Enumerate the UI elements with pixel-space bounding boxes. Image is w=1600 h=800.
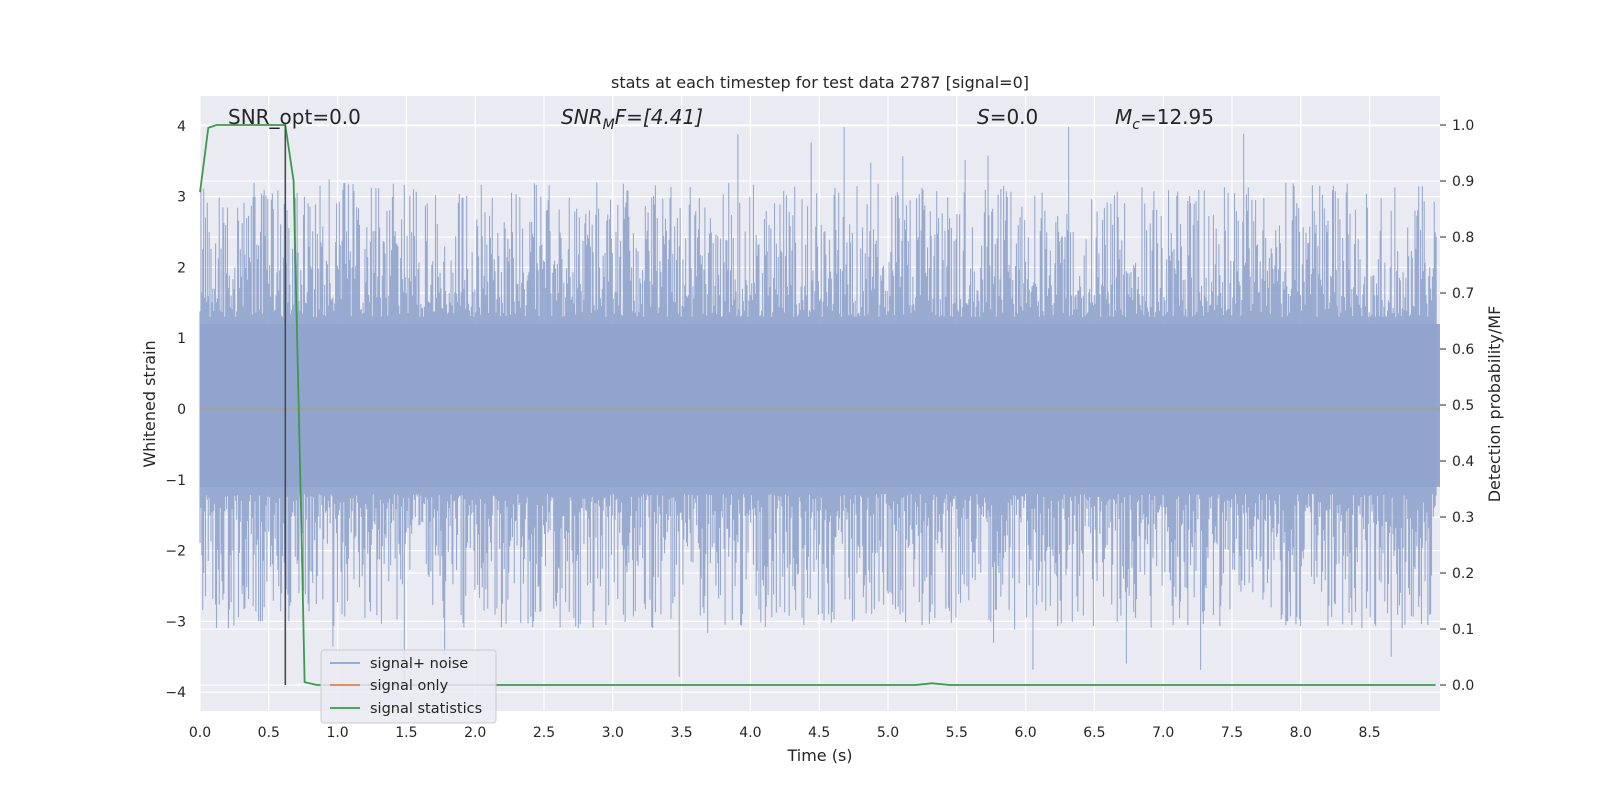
legend-label-signal-only: signal only <box>370 678 449 694</box>
mc-annotation: Mc=12.95 <box>1115 105 1214 133</box>
y2-tick-label: 0.0 <box>1452 678 1474 694</box>
y2-tick-label: 0.9 <box>1452 174 1474 190</box>
y-tick-label: −3 <box>165 614 186 630</box>
legend-label-statistics: signal statistics <box>370 701 482 717</box>
legend: signal+ noise signal only signal statist… <box>320 649 497 724</box>
x-tick-label: 2.0 <box>464 725 486 741</box>
y-axis-label: Whitened strain <box>140 340 159 467</box>
s-symbol: S <box>977 105 990 129</box>
y2-tick-label: 0.3 <box>1452 510 1474 526</box>
x-tick-label: 0.5 <box>258 725 280 741</box>
x-tick-label: 5.0 <box>877 725 899 741</box>
x-tick-label: 3.0 <box>602 725 624 741</box>
x-tick-label: 4.0 <box>739 725 761 741</box>
x-axis-label: Time (s) <box>786 746 852 765</box>
y2-tick-label: 0.4 <box>1452 454 1474 470</box>
legend-box <box>320 649 497 724</box>
x-tick-label: 8.5 <box>1358 725 1380 741</box>
x-tick-label: 6.5 <box>1083 725 1105 741</box>
y2-tick-label: 0.5 <box>1452 398 1474 414</box>
y2-tick-label: 0.8 <box>1452 230 1474 246</box>
x-tick-label: 7.5 <box>1221 725 1243 741</box>
noise-series <box>199 127 1440 680</box>
y-tick-label: 3 <box>177 190 186 206</box>
snr-mf-symbol: SNR <box>561 105 603 129</box>
y2-tick-label: 0.7 <box>1452 286 1474 302</box>
snr-mf-annotation: SNRMF=[4.41] <box>561 105 703 133</box>
x-tick-label: 3.5 <box>670 725 692 741</box>
y-tick-label: −4 <box>165 685 186 701</box>
y-tick-label: 2 <box>177 260 186 276</box>
snr-mf-rest: F=[4.41] <box>615 105 703 129</box>
y-tick-label: 0 <box>177 402 186 418</box>
y2-tick-label: 1.0 <box>1452 118 1474 134</box>
y-tick-label: −2 <box>165 544 186 560</box>
y2-tick-labels: 1.0 0.9 0.8 0.7 0.6 0.5 0.4 0.3 0.2 0.1 0.0 <box>1440 118 1474 694</box>
x-tick-label: 5.5 <box>946 725 968 741</box>
s-rest: =0.0 <box>990 105 1039 129</box>
x-tick-label: 2.5 <box>533 725 555 741</box>
chart-title: stats at each timestep for test data 278… <box>611 73 1029 92</box>
x-tick-label: 7.0 <box>1152 725 1174 741</box>
s-annotation: S=0.0 <box>977 105 1038 129</box>
x-tick-labels: 0.0 0.5 1.0 1.5 2.0 2.5 3.0 3.5 4.0 4.5 5.0 5.5 6.0 6… <box>189 725 1381 741</box>
x-tick-label: 4.5 <box>808 725 830 741</box>
x-tick-label: 6.0 <box>1014 725 1036 741</box>
y-tick-label: −1 <box>165 473 186 489</box>
mc-subscript: c <box>1132 117 1140 133</box>
noise-core-band <box>200 324 1440 487</box>
y-tick-labels: 4 3 2 1 0 −1 −2 −3 −4 <box>165 119 186 701</box>
legend-label-noise: signal+ noise <box>370 656 468 672</box>
y2-axis-label: Detection probability/MF <box>1485 306 1504 503</box>
y-tick-label: 1 <box>177 331 186 347</box>
y2-tick-label: 0.6 <box>1452 342 1474 358</box>
x-tick-label: 1.0 <box>326 725 348 741</box>
mc-symbol: M <box>1115 105 1132 129</box>
y-tick-label: 4 <box>177 119 186 135</box>
y2-tick-label: 0.2 <box>1452 566 1474 582</box>
x-tick-label: 1.5 <box>395 725 417 741</box>
snr-mf-subscript: M <box>603 117 615 133</box>
x-tick-label: 0.0 <box>189 725 211 741</box>
y2-tick-label: 0.1 <box>1452 622 1474 638</box>
mc-rest: =12.95 <box>1140 105 1214 129</box>
snr-opt-annotation: SNR_opt=0.0 <box>228 105 361 129</box>
x-tick-label: 8.0 <box>1290 725 1312 741</box>
